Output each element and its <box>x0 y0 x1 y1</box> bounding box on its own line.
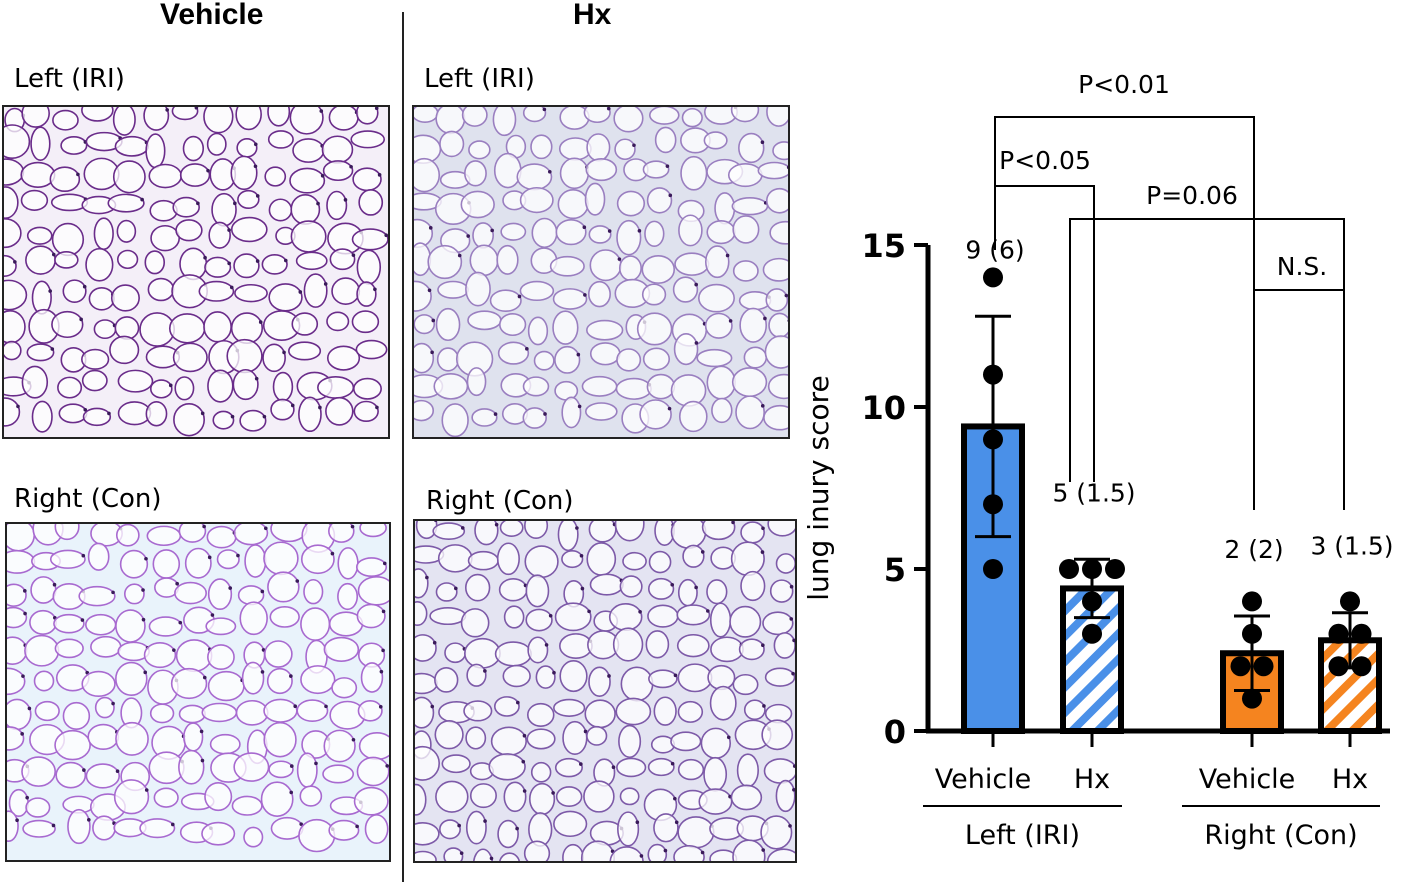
column-title-vehicle: Vehicle <box>160 0 264 31</box>
bar-median-label: 5 (1.5) <box>1052 478 1135 507</box>
x-category-label: Hx <box>1074 764 1110 795</box>
data-point <box>1328 623 1349 644</box>
data-point <box>1340 591 1360 612</box>
data-point <box>1082 623 1102 644</box>
data-point <box>1328 656 1349 677</box>
data-point <box>983 267 1003 288</box>
data-point <box>1242 688 1262 709</box>
data-point <box>1253 656 1274 677</box>
y-tick-label: 5 <box>884 551 906 589</box>
x-category-label: Vehicle <box>1199 764 1296 795</box>
x-category-label: Hx <box>1332 764 1368 795</box>
significance-label: P<0.01 <box>1078 70 1170 99</box>
panel-label-hx-left: Left (IRI) <box>424 64 535 94</box>
significance-label: N.S. <box>1277 252 1327 281</box>
micrograph-hx-left <box>412 105 790 439</box>
data-point <box>983 494 1003 515</box>
group-label: Left (IRI) <box>965 820 1080 851</box>
column-divider <box>402 12 404 882</box>
panel-label-hx-right: Right (Con) <box>426 486 574 516</box>
data-point <box>1242 591 1262 612</box>
data-point <box>1082 591 1102 612</box>
y-tick-label: 10 <box>861 389 906 427</box>
group-label: Right (Con) <box>1204 820 1357 851</box>
micrograph-vehicle-left <box>2 105 390 439</box>
data-point <box>1351 623 1372 644</box>
data-point <box>1082 559 1102 579</box>
data-point <box>1230 656 1251 677</box>
panel-label-vehicle-right: Right (Con) <box>14 484 162 514</box>
significance-bracket <box>994 185 1095 482</box>
significance-label: P<0.05 <box>999 146 1091 175</box>
y-tick-label: 0 <box>884 713 906 751</box>
column-title-hx: Hx <box>573 0 612 31</box>
micrograph-vehicle-right <box>5 522 391 862</box>
bar-median-label: 3 (1.5) <box>1310 532 1393 561</box>
bar-median-label: 2 (2) <box>1224 535 1283 564</box>
panel-label-vehicle-left: Left (IRI) <box>14 64 125 94</box>
data-point <box>983 429 1003 450</box>
y-axis-label: lung inury score <box>802 375 835 600</box>
data-point <box>1105 559 1125 579</box>
significance-label: P=0.06 <box>1146 181 1238 210</box>
x-category-label: Vehicle <box>935 764 1032 795</box>
significance-bracket <box>994 116 1255 510</box>
y-tick-label: 15 <box>861 227 906 265</box>
data-point <box>1059 559 1079 579</box>
data-point <box>983 364 1003 385</box>
significance-bracket <box>1253 289 1345 510</box>
data-point <box>1351 656 1372 677</box>
micrograph-hx-right <box>413 519 797 863</box>
data-point <box>983 559 1003 579</box>
data-point <box>1242 623 1262 644</box>
